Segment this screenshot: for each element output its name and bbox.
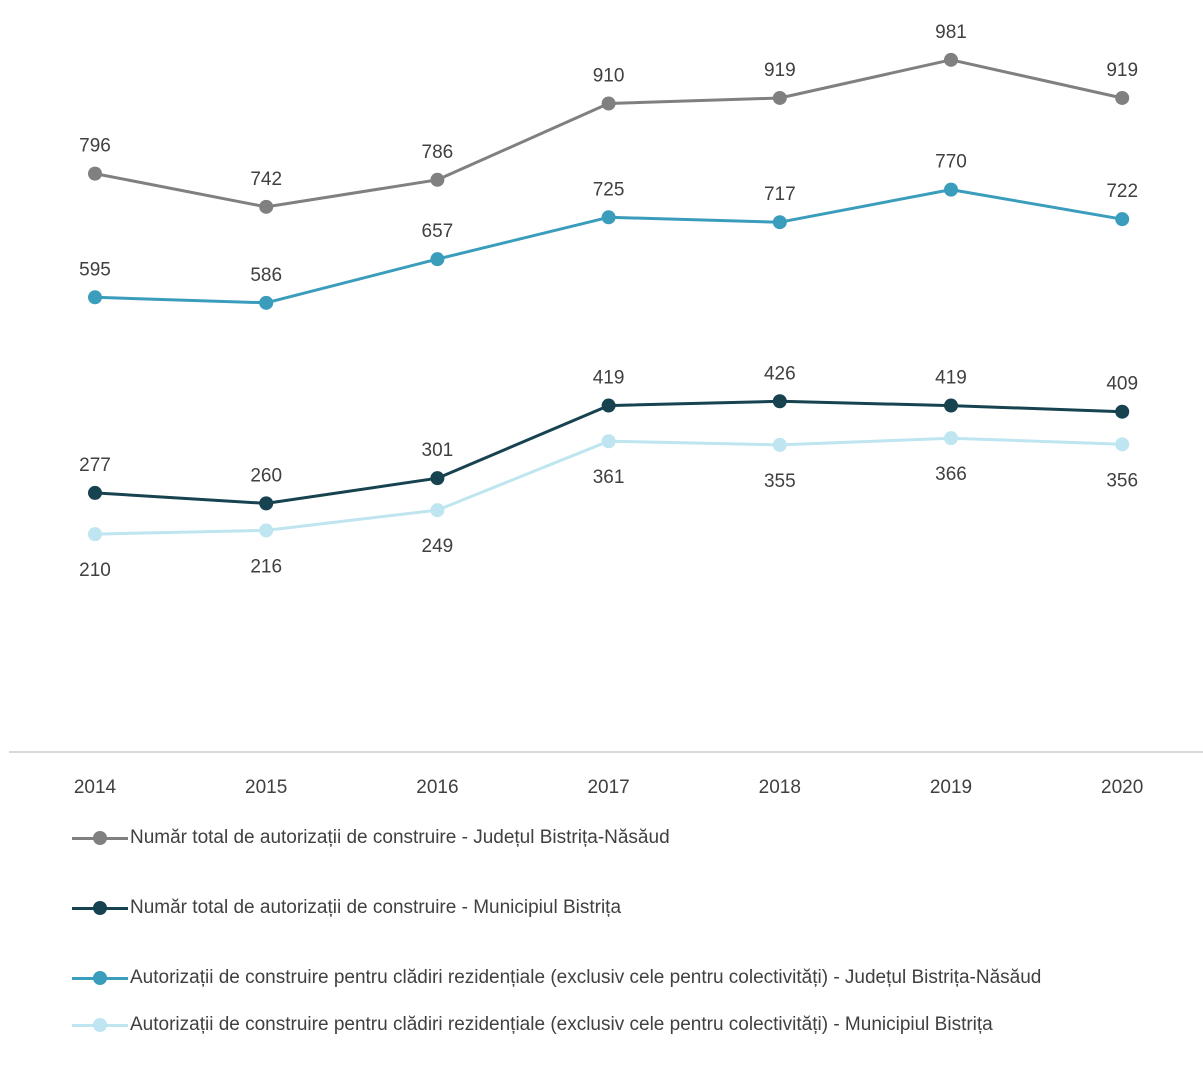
x-tick-label: 2020 — [1101, 777, 1143, 798]
data-point — [944, 52, 958, 67]
legend-dot — [93, 831, 107, 845]
data-point — [430, 252, 445, 267]
data-point — [88, 527, 102, 542]
x-tick-label: 2017 — [587, 777, 629, 798]
line-chart: 796 742 786 910 919 981 919 277 260 301 419 426 419 4… — [9, 22, 1203, 798]
data-point — [772, 215, 787, 230]
data-label: 419 — [935, 368, 967, 389]
data-label: 796 — [79, 136, 111, 157]
legend-dot — [93, 1018, 107, 1032]
legend-item-rezidentiale-municipiu: Autorizații de construire pentru clădiri… — [72, 1012, 1192, 1037]
legend-label: Număr total de autorizații de construire… — [130, 897, 622, 918]
data-label: 409 — [1106, 374, 1138, 395]
data-point — [944, 431, 958, 446]
data-label: 426 — [764, 363, 796, 384]
data-point — [944, 398, 958, 413]
legend: Număr total de autorizații de construire… — [72, 825, 1192, 1037]
x-tick-label: 2014 — [74, 777, 117, 798]
data-point — [1115, 90, 1130, 105]
data-label: 657 — [422, 221, 454, 242]
legend-item-rezidentiale-judet: Autorizații de construire pentru clădiri… — [72, 965, 1192, 990]
data-point — [601, 398, 616, 413]
data-point — [601, 210, 616, 225]
data-label: 722 — [1106, 181, 1138, 202]
data-label: 981 — [935, 22, 967, 43]
legend-item-total-municipiu: Număr total de autorizații de construire… — [72, 895, 1192, 920]
x-tick-label: 2016 — [416, 777, 458, 798]
legend-label: Autorizații de construire pentru clădiri… — [130, 967, 1042, 988]
data-point — [1115, 404, 1130, 419]
data-point — [1115, 437, 1130, 452]
data-point — [430, 172, 445, 187]
x-tick-label: 2019 — [930, 777, 972, 798]
series-3-line — [94, 188, 1123, 305]
data-label: 910 — [593, 65, 625, 86]
x-tick-label: 2018 — [759, 777, 801, 798]
data-label: 249 — [422, 536, 454, 557]
data-label: 786 — [422, 142, 454, 163]
data-point — [772, 394, 787, 409]
legend-swatch-rezidentiale-judet — [72, 969, 128, 987]
data-point — [772, 90, 787, 105]
legend-item-total-judet: Număr total de autorizații de construire… — [72, 825, 1192, 850]
series-1: 796 742 786 910 919 981 919 — [79, 22, 1138, 214]
data-point — [88, 166, 102, 181]
data-label: 742 — [250, 169, 282, 190]
data-label: 361 — [593, 467, 625, 488]
legend-swatch-total-judet — [72, 829, 128, 847]
data-label: 277 — [79, 455, 111, 476]
legend-label: Număr total de autorizații de construire… — [130, 827, 670, 848]
data-label: 356 — [1106, 470, 1138, 491]
data-label: 770 — [935, 152, 967, 173]
data-point — [259, 496, 274, 511]
data-label: 586 — [250, 265, 282, 286]
data-point — [259, 295, 274, 310]
data-point — [259, 523, 274, 538]
data-point — [601, 96, 616, 111]
legend-swatch-total-municipiu — [72, 899, 128, 917]
data-label: 717 — [764, 184, 796, 205]
data-label: 725 — [593, 179, 625, 200]
x-tick-label: 2015 — [245, 777, 287, 798]
legend-swatch-rezidentiale-municipiu — [72, 1016, 128, 1034]
series-4: 210 216 249 361 355 366 356 — [79, 431, 1138, 581]
data-point — [601, 434, 616, 449]
legend-label: Autorizații de construire pentru clădiri… — [130, 1014, 993, 1035]
data-point — [259, 199, 274, 214]
legend-dot — [93, 971, 107, 985]
data-label: 919 — [764, 60, 796, 81]
legend-dot — [93, 901, 107, 915]
data-point — [944, 182, 958, 197]
data-label: 210 — [79, 560, 111, 581]
x-axis-tick-labels: 2014 2015 2016 2017 2018 2019 2020 — [74, 777, 1143, 798]
series-2: 277 260 301 419 426 419 409 — [79, 363, 1138, 511]
data-label: 355 — [764, 471, 796, 492]
data-label: 260 — [250, 465, 282, 486]
data-label: 301 — [422, 440, 454, 461]
data-point — [88, 485, 102, 500]
data-label: 919 — [1106, 60, 1138, 81]
series-3: 595 586 657 725 717 770 722 — [79, 152, 1138, 310]
series-layer: 796 742 786 910 919 981 919 277 260 301 419 426 419 4… — [79, 22, 1138, 581]
data-point — [430, 471, 445, 486]
data-label: 366 — [935, 464, 967, 485]
data-label: 419 — [593, 368, 625, 389]
data-point — [430, 503, 445, 518]
data-label: 216 — [250, 556, 282, 577]
data-point — [88, 290, 102, 305]
data-point — [1115, 212, 1130, 227]
data-point — [772, 437, 787, 452]
data-label: 595 — [79, 259, 111, 280]
